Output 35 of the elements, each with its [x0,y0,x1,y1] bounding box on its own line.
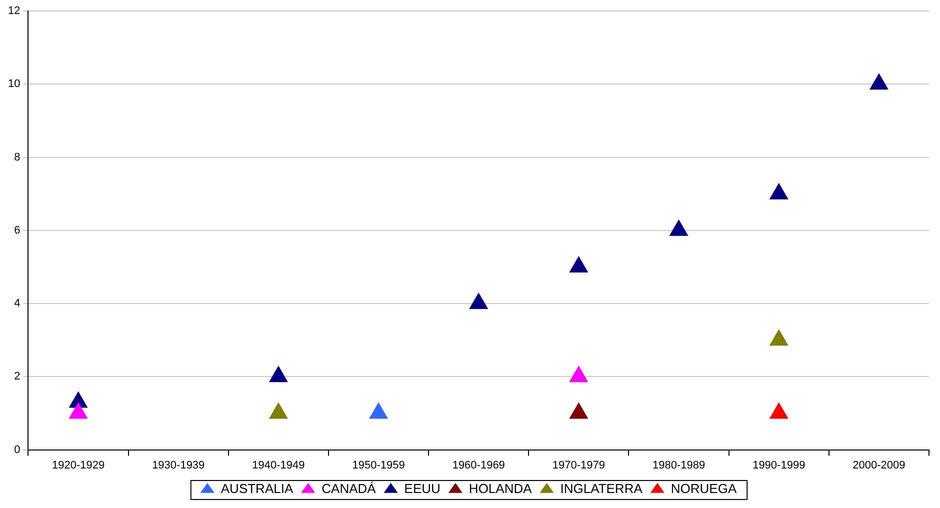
y-tick-label: 0 [14,444,20,456]
x-tick-label: 1950-1959 [352,459,405,472]
legend-label: NORUEGA [670,481,737,496]
x-tick-label: 1990-1999 [752,459,806,472]
y-tick-label: 12 [8,5,20,18]
x-tick-label: 1920-1929 [52,459,105,472]
point [570,256,588,272]
legend-label: HOLANDA [468,481,532,496]
point [770,183,788,200]
x-tick-label: 1940-1949 [252,459,305,472]
point [69,402,88,419]
x-tick-label: 1980-1989 [652,459,706,472]
x-tick-label: 1930-1939 [152,459,205,472]
point [369,402,388,419]
y-tick-label: 10 [8,78,20,90]
y-tick-label: 4 [14,298,20,310]
point [670,220,688,236]
point [870,74,888,90]
legend-label: INGLATERRA [560,481,643,496]
point [770,330,788,346]
legend-label: EEUU [404,481,440,496]
point [570,402,588,419]
y-tick-label: 2 [14,370,20,383]
legend-label: CANADÁ [322,481,376,496]
point [469,293,488,310]
legend-label: AUSTRALIA [220,481,294,496]
point [269,402,288,419]
point [770,402,788,419]
y-tick-label: 6 [14,224,20,236]
x-tick-label: 1970-1979 [552,459,606,472]
x-tick-label: 2000-2009 [852,459,906,472]
y-tick-label: 8 [14,151,20,164]
x-tick-label: 1960-1969 [452,459,505,472]
point [269,366,288,382]
point [570,366,588,382]
